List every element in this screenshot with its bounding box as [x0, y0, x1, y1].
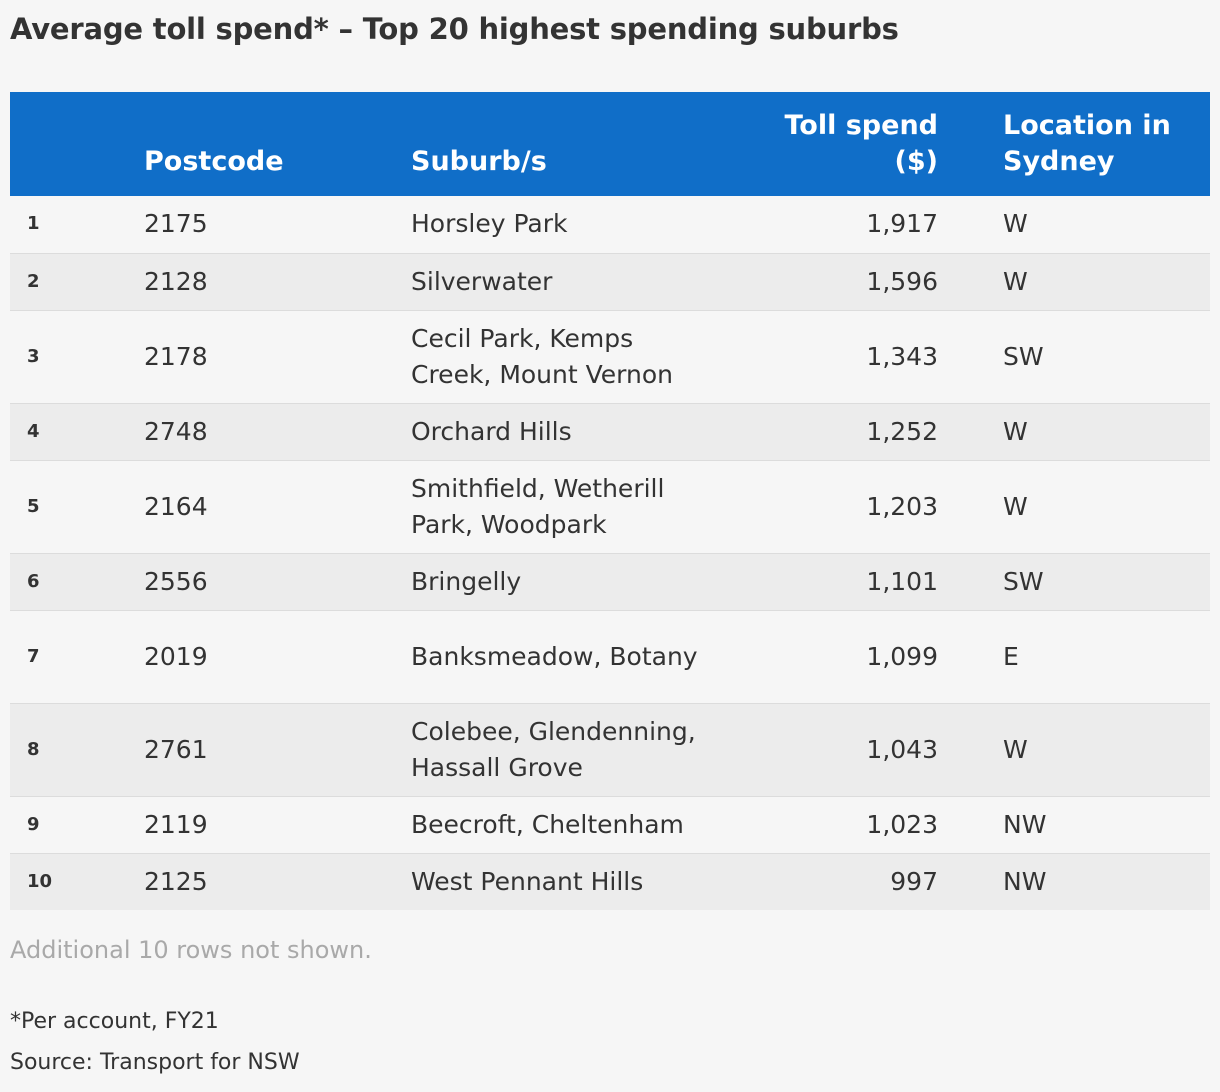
gap-cell: [938, 553, 1003, 610]
location-cell: SW: [1003, 566, 1044, 596]
location-cell: NW: [1003, 866, 1047, 896]
toll-spend-cell: 997: [890, 866, 938, 896]
rank-cell: 2: [27, 270, 40, 292]
location-cell: W: [1003, 491, 1028, 521]
additional-rows-note: Additional 10 rows not shown.: [10, 936, 372, 964]
postcode-cell: 2128: [144, 266, 208, 296]
suburb-cell: West Pennant Hills: [411, 866, 644, 896]
footnote: *Per account, FY21: [10, 1009, 219, 1034]
gap-cell: [938, 403, 1003, 460]
postcode-cell: 2175: [144, 209, 208, 239]
table-row: 10 2125 West Pennant Hills 997 NW: [10, 853, 1210, 910]
rank-cell: 5: [27, 495, 40, 517]
table-row: 2 2128 Silverwater 1,596 W: [10, 253, 1210, 310]
toll-spend-cell: 1,203: [866, 491, 938, 521]
suburb-cell: Colebee, Glendenning, Hassall Grove: [411, 716, 696, 782]
header-postcode: Postcode: [144, 146, 284, 177]
header-location: Location in Sydney: [1003, 92, 1210, 196]
toll-spend-cell: 1,023: [866, 809, 938, 839]
header-rank: [10, 92, 144, 196]
toll-spend-cell: 1,043: [866, 734, 938, 764]
location-cell: E: [1003, 641, 1019, 671]
rank-cell: 1: [27, 213, 40, 235]
toll-spend-cell: 1,252: [866, 416, 938, 446]
gap-cell: [938, 253, 1003, 310]
table-row: 5 2164 Smithfield, Wetherill Park, Woodp…: [10, 460, 1210, 553]
header-toll-spend: Toll spend ($): [711, 92, 938, 196]
gap-cell: [938, 610, 1003, 703]
header-location-line2: Sydney: [1003, 146, 1115, 177]
postcode-cell: 2761: [144, 734, 208, 764]
toll-spend-cell: 1,343: [866, 341, 938, 371]
suburb-cell: Bringelly: [411, 566, 522, 596]
rank-cell: 7: [27, 645, 40, 667]
toll-spend-cell: 1,099: [866, 641, 938, 671]
header-suburb: Suburb/s: [411, 146, 547, 177]
gap-cell: [938, 310, 1003, 403]
location-cell: W: [1003, 416, 1028, 446]
suburb-cell: Banksmeadow, Botany: [411, 641, 698, 671]
header-gap: [938, 92, 1003, 196]
location-cell: W: [1003, 266, 1028, 296]
table-row: 6 2556 Bringelly 1,101 SW: [10, 553, 1210, 610]
table-row: 4 2748 Orchard Hills 1,252 W: [10, 403, 1210, 460]
suburb-cell: Orchard Hills: [411, 416, 572, 446]
toll-spend-cell: 1,596: [866, 266, 938, 296]
toll-spend-cell: 1,101: [866, 566, 938, 596]
gap-cell: [938, 853, 1003, 910]
suburb-cell: Cecil Park, Kemps Creek, Mount Vernon: [411, 323, 673, 389]
table-header-row: Postcode Suburb/s Toll spend ($) Location…: [10, 92, 1210, 196]
postcode-cell: 2019: [144, 641, 208, 671]
postcode-cell: 2178: [144, 341, 208, 371]
rank-cell: 4: [27, 420, 40, 442]
suburb-cell: Silverwater: [411, 266, 553, 296]
toll-spend-table: Postcode Suburb/s Toll spend ($) Location…: [10, 92, 1210, 910]
postcode-cell: 2119: [144, 809, 208, 839]
postcode-cell: 2556: [144, 566, 208, 596]
gap-cell: [938, 196, 1003, 253]
location-cell: SW: [1003, 341, 1044, 371]
rank-cell: 3: [27, 345, 40, 367]
table-row: 1 2175 Horsley Park 1,917 W: [10, 196, 1210, 253]
postcode-cell: 2125: [144, 866, 208, 896]
rank-cell: 9: [27, 813, 40, 835]
rank-cell: 10: [27, 870, 53, 892]
header-location-line1: Location in: [1003, 110, 1171, 141]
gap-cell: [938, 703, 1003, 796]
source-note: Source: Transport for NSW: [10, 1050, 300, 1075]
header-toll-spend-line1: Toll spend: [784, 110, 938, 141]
gap-cell: [938, 796, 1003, 853]
rank-cell: 8: [27, 738, 40, 760]
chart-title: Average toll spend* – Top 20 highest spe…: [10, 12, 899, 46]
table-row: 8 2761 Colebee, Glendenning, Hassall Gro…: [10, 703, 1210, 796]
rank-cell: 6: [27, 570, 40, 592]
location-cell: W: [1003, 209, 1028, 239]
postcode-cell: 2748: [144, 416, 208, 446]
table-row: 7 2019 Banksmeadow, Botany 1,099 E: [10, 610, 1210, 703]
table-row: 9 2119 Beecroft, Cheltenham 1,023 NW: [10, 796, 1210, 853]
postcode-cell: 2164: [144, 491, 208, 521]
location-cell: NW: [1003, 809, 1047, 839]
suburb-cell: Smithfield, Wetherill Park, Woodpark: [411, 473, 665, 539]
suburb-cell: Horsley Park: [411, 209, 568, 239]
location-cell: W: [1003, 734, 1028, 764]
suburb-cell: Beecroft, Cheltenham: [411, 809, 684, 839]
table-row: 3 2178 Cecil Park, Kemps Creek, Mount Ve…: [10, 310, 1210, 403]
header-toll-spend-line2: ($): [894, 146, 938, 177]
gap-cell: [938, 460, 1003, 553]
toll-spend-cell: 1,917: [866, 209, 938, 239]
